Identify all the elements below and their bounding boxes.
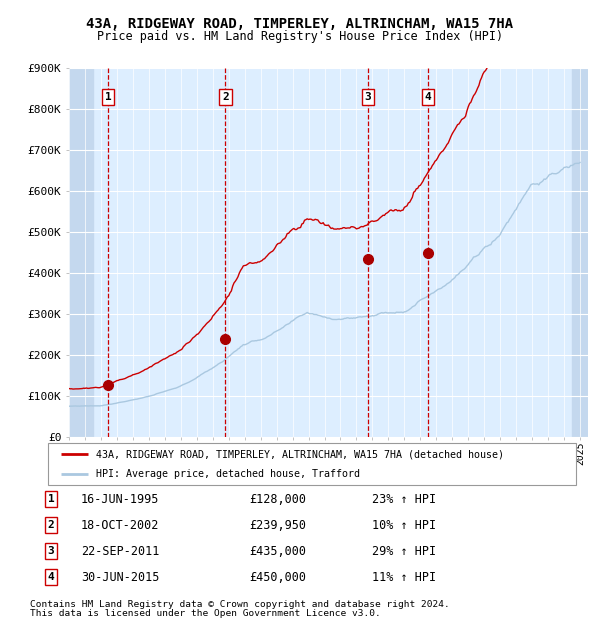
Text: 43A, RIDGEWAY ROAD, TIMPERLEY, ALTRINCHAM, WA15 7HA: 43A, RIDGEWAY ROAD, TIMPERLEY, ALTRINCHA… [86, 17, 514, 32]
Text: HPI: Average price, detached house, Trafford: HPI: Average price, detached house, Traf… [95, 469, 359, 479]
Text: 4: 4 [425, 92, 431, 102]
Text: 30-JUN-2015: 30-JUN-2015 [81, 571, 160, 583]
Text: 23% ↑ HPI: 23% ↑ HPI [372, 493, 436, 505]
Text: This data is licensed under the Open Government Licence v3.0.: This data is licensed under the Open Gov… [30, 608, 381, 618]
Text: 11% ↑ HPI: 11% ↑ HPI [372, 571, 436, 583]
Text: 18-OCT-2002: 18-OCT-2002 [81, 519, 160, 531]
Text: 43A, RIDGEWAY ROAD, TIMPERLEY, ALTRINCHAM, WA15 7HA (detached house): 43A, RIDGEWAY ROAD, TIMPERLEY, ALTRINCHA… [95, 450, 503, 459]
Text: 2: 2 [222, 92, 229, 102]
Text: Price paid vs. HM Land Registry's House Price Index (HPI): Price paid vs. HM Land Registry's House … [97, 30, 503, 43]
Text: £128,000: £128,000 [249, 493, 306, 505]
Text: 2: 2 [47, 520, 55, 530]
Text: 22-SEP-2011: 22-SEP-2011 [81, 545, 160, 557]
Text: 3: 3 [365, 92, 371, 102]
Text: £435,000: £435,000 [249, 545, 306, 557]
Text: 10% ↑ HPI: 10% ↑ HPI [372, 519, 436, 531]
Text: 4: 4 [47, 572, 55, 582]
Text: 1: 1 [105, 92, 112, 102]
Text: 29% ↑ HPI: 29% ↑ HPI [372, 545, 436, 557]
Text: 3: 3 [47, 546, 55, 556]
Text: 1: 1 [47, 494, 55, 504]
Text: 16-JUN-1995: 16-JUN-1995 [81, 493, 160, 505]
Bar [572, 68, 588, 437]
Text: £239,950: £239,950 [249, 519, 306, 531]
Text: £450,000: £450,000 [249, 571, 306, 583]
Bar [69, 68, 93, 437]
Text: Contains HM Land Registry data © Crown copyright and database right 2024.: Contains HM Land Registry data © Crown c… [30, 600, 450, 609]
